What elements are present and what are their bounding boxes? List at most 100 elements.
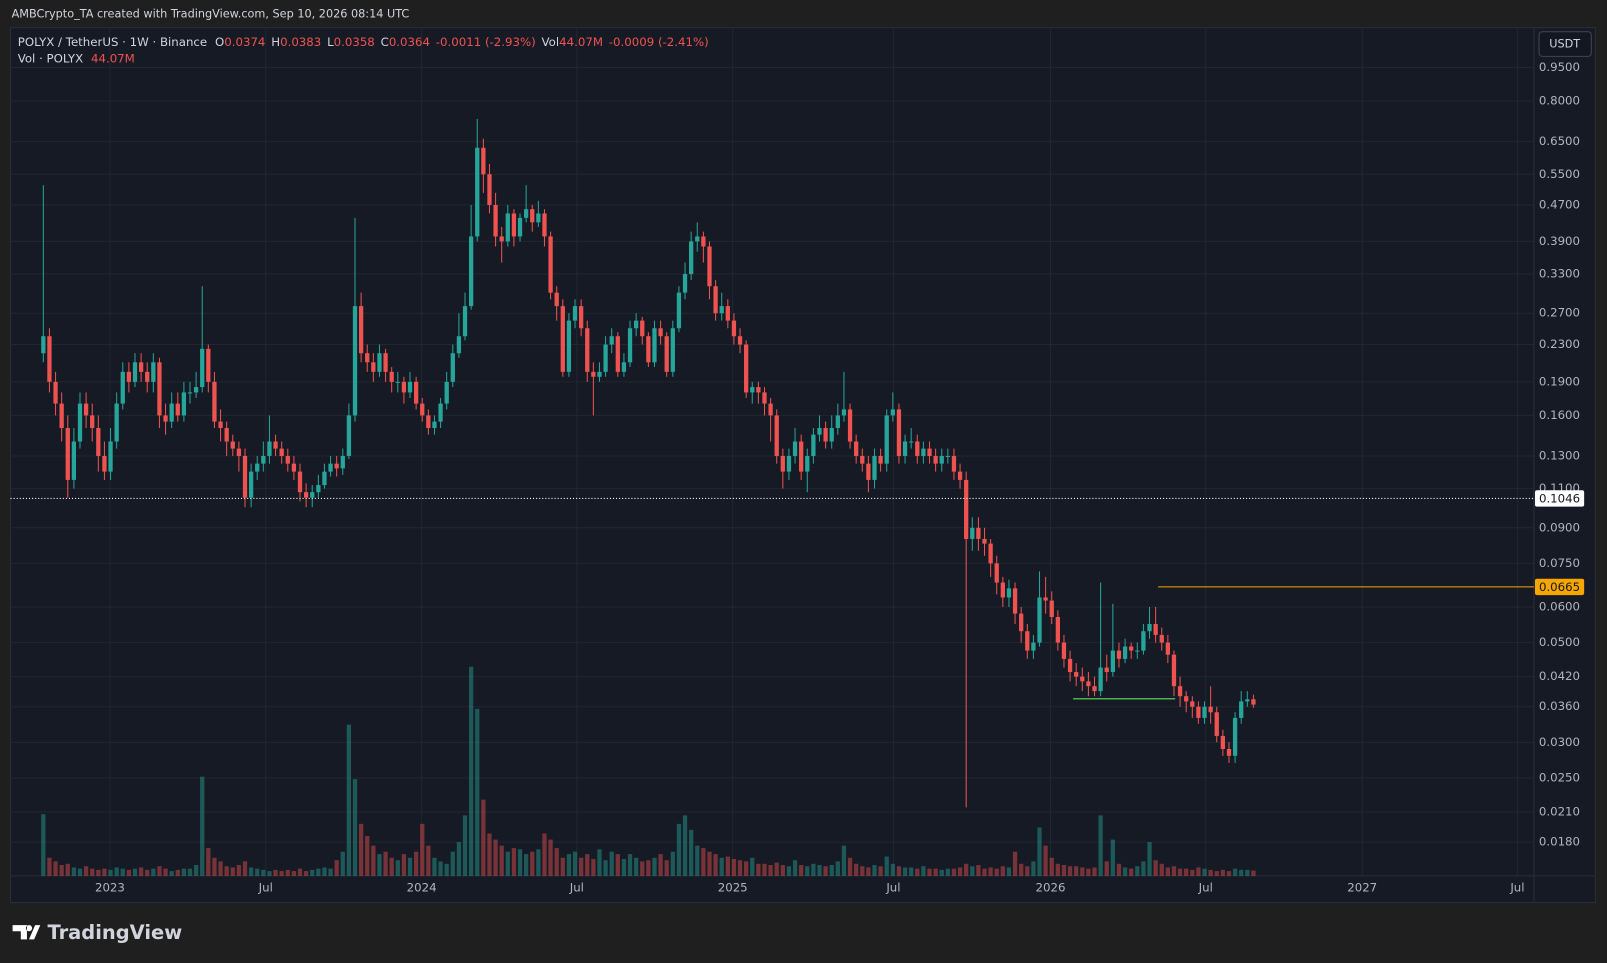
- candle-body: [713, 286, 718, 314]
- y-tick-label: 0.0180: [1539, 835, 1580, 849]
- candle-body: [799, 441, 804, 472]
- candle-body: [523, 209, 529, 218]
- candle-body: [756, 387, 761, 393]
- y-tick-label: 0.6500: [1539, 134, 1580, 148]
- volume-bar: [1141, 861, 1146, 876]
- candle-body: [426, 415, 431, 429]
- candle-body: [1159, 634, 1164, 643]
- y-tick-label: 0.3300: [1539, 267, 1580, 281]
- volume-bar: [328, 868, 333, 876]
- candle-body: [603, 344, 608, 372]
- volume-bar: [83, 866, 89, 876]
- volume-bar: [468, 666, 474, 876]
- volume-bar: [438, 861, 443, 876]
- volume-bar: [860, 866, 865, 876]
- volume-bar: [762, 863, 767, 876]
- volume-bar: [695, 845, 700, 876]
- volume-bar: [1006, 867, 1012, 876]
- candle-body: [676, 292, 682, 329]
- y-tick-label: 0.9500: [1539, 60, 1580, 74]
- candle-body: [829, 428, 834, 442]
- volume-bar: [1220, 869, 1226, 876]
- volume-bar: [358, 823, 364, 876]
- candle-body: [487, 174, 492, 205]
- volume-bar: [1177, 868, 1183, 876]
- volume-bar: [371, 845, 376, 876]
- candle-body: [475, 147, 480, 237]
- candle-body: [444, 381, 449, 404]
- candle-body: [175, 403, 180, 416]
- volume-bar: [236, 865, 242, 876]
- candle-body: [670, 328, 675, 372]
- candle-body: [285, 455, 290, 464]
- legend-symbol: POLYX / TetherUS · 1W · Binance: [18, 35, 207, 49]
- candle-body: [725, 306, 730, 321]
- currency-button[interactable]: [1538, 31, 1592, 57]
- volume-bar: [420, 823, 425, 876]
- candle-body: [878, 455, 883, 464]
- volume-bar: [756, 863, 761, 876]
- candle-body: [1055, 617, 1060, 643]
- candle-body: [719, 306, 724, 314]
- legend-change: -0.0011 (-2.93%): [436, 35, 536, 49]
- volume-bar: [591, 858, 596, 876]
- candle-body: [1214, 712, 1219, 736]
- volume-bar: [426, 845, 431, 876]
- y-tick-label: 0.2700: [1539, 306, 1580, 320]
- volume-bar: [1092, 867, 1097, 876]
- volume-bar: [1232, 868, 1238, 876]
- volume-bar: [322, 867, 327, 876]
- volume-bar: [401, 854, 407, 876]
- legend-open: 0.0374: [224, 35, 265, 49]
- candle-body: [658, 328, 663, 337]
- candle-body: [120, 371, 125, 404]
- volume-bar: [96, 869, 101, 876]
- candle-body: [77, 403, 83, 442]
- candle-body: [1074, 672, 1079, 677]
- candle-body: [689, 241, 694, 275]
- volume-bar: [120, 868, 125, 876]
- candle-body: [212, 381, 217, 422]
- volume-bar: [316, 868, 321, 876]
- volume-bar: [646, 860, 651, 876]
- volume-bar: [786, 866, 792, 876]
- volume-bar: [53, 861, 58, 876]
- volume-bar: [664, 860, 669, 876]
- volume-bar: [609, 851, 614, 876]
- volume-bar: [670, 851, 675, 876]
- candle-body: [413, 381, 419, 404]
- brand-name: TradingView: [47, 921, 182, 944]
- candle-body: [744, 344, 749, 393]
- candle-body: [939, 455, 944, 464]
- volume-bar: [285, 869, 290, 876]
- candle-body: [988, 543, 993, 564]
- candle-body: [47, 336, 52, 382]
- candle-body: [634, 320, 639, 329]
- volume-bar: [640, 861, 645, 876]
- candle-body: [1239, 701, 1244, 718]
- candle-body: [566, 320, 572, 372]
- candle-body: [138, 362, 144, 372]
- candle-body: [456, 336, 462, 354]
- volume-bar: [866, 867, 871, 876]
- candle-body: [358, 306, 364, 354]
- volume-bar: [750, 857, 755, 876]
- brand-logo: [12, 925, 41, 940]
- currency-label[interactable]: USDT: [1549, 38, 1580, 51]
- candle-body: [609, 336, 614, 345]
- y-tick-label: 0.2300: [1539, 337, 1580, 351]
- volume-bar: [145, 869, 150, 876]
- candle-body: [768, 403, 773, 416]
- volume-bar: [1171, 866, 1177, 876]
- candle-body: [1043, 597, 1048, 601]
- candle-body: [750, 387, 755, 393]
- candle-body: [1031, 642, 1036, 651]
- volume-bar: [799, 865, 804, 876]
- volume-bar: [90, 868, 95, 876]
- candle-body: [401, 381, 407, 393]
- volume-bar: [1251, 870, 1256, 876]
- volume-bar: [957, 867, 963, 876]
- volume-bar: [915, 868, 920, 876]
- y-tick-label: 0.1600: [1539, 408, 1580, 422]
- volume-bar: [1019, 863, 1024, 876]
